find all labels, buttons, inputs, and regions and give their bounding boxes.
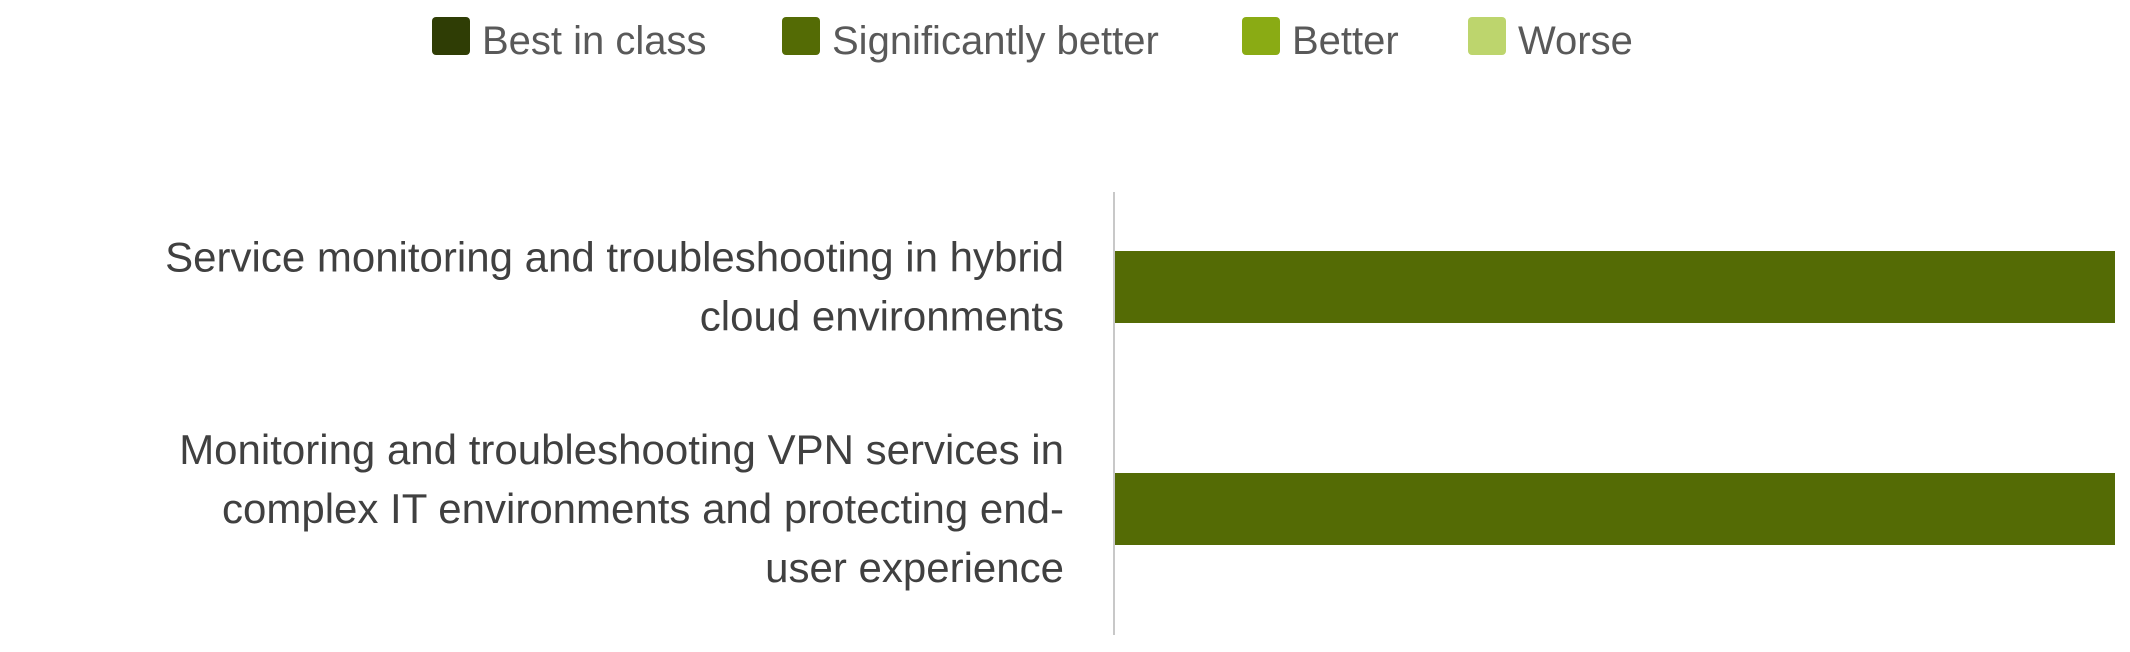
category-label-0-line-1: cloud environments <box>700 293 1064 340</box>
category-label-1-line-2: user experience <box>765 544 1064 591</box>
legend-label-2: Better <box>1292 19 1399 63</box>
legend-swatch-3 <box>1468 17 1506 55</box>
category-labels: Service monitoring and troubleshooting i… <box>165 234 1064 592</box>
legend-label-3: Worse <box>1518 19 1633 63</box>
category-label-1-line-1: complex IT environments and protecting e… <box>222 485 1064 532</box>
legend-swatch-0 <box>432 17 470 55</box>
bars <box>1115 251 2115 545</box>
bar-0-series-1 <box>1115 251 2115 323</box>
legend-label-1: Significantly better <box>832 19 1159 63</box>
legend: Best in class Significantly better Better W… <box>432 17 1633 63</box>
legend-swatch-2 <box>1242 17 1280 55</box>
category-label-1-line-0: Monitoring and troubleshooting VPN servi… <box>179 426 1064 473</box>
bar-1-series-1 <box>1115 473 2115 545</box>
legend-swatch-1 <box>782 17 820 55</box>
legend-label-0: Best in class <box>482 19 707 63</box>
category-label-0-line-0: Service monitoring and troubleshooting i… <box>165 234 1064 281</box>
